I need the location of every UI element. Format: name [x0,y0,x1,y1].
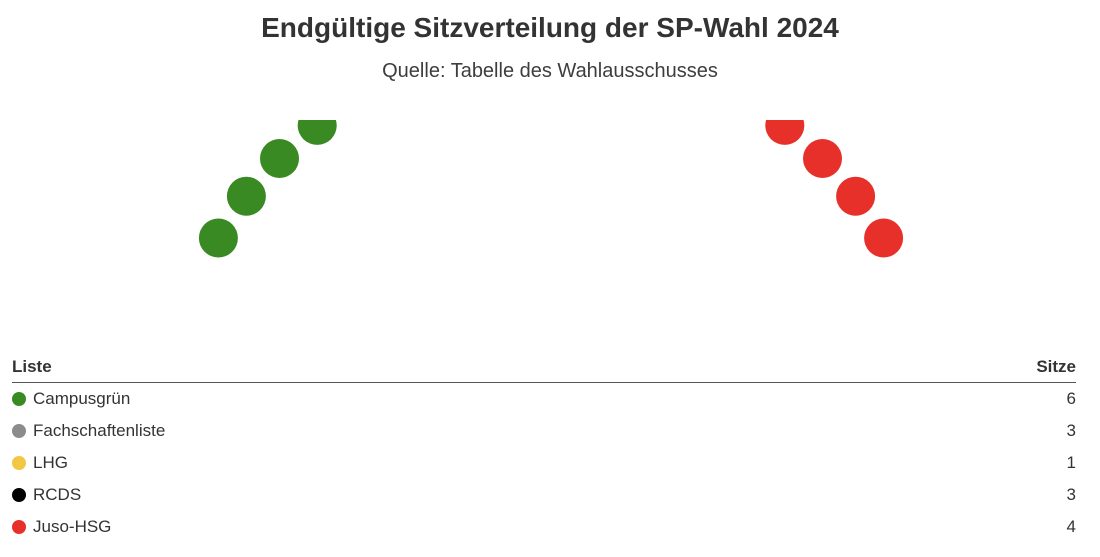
seat-count: 3 [1066,421,1076,440]
legend-swatch [12,424,26,438]
seat-marker [864,218,904,258]
seat-count: 1 [1066,453,1076,472]
chart-title: Endgültige Sitzverteilung der SP-Wahl 20… [261,12,839,43]
seat-marker [260,139,299,178]
seat-marker [765,120,805,145]
legend-swatch [12,392,26,406]
column-header-sitze: Sitze [1036,357,1076,376]
seat-marker [836,176,876,216]
chart-subtitle: Quelle: Tabelle des Wahlausschusses [382,60,718,82]
legend-row: Fachschaftenliste 3 [12,415,1076,447]
parliament-chart [198,120,904,258]
legend-label: RCDS [33,485,82,504]
legend-row: Campusgrün 6 [12,383,1076,415]
legend-label: Fachschaftenliste [33,421,166,440]
legend-swatch [12,488,26,502]
legend-row: Juso-HSG 4 [12,511,1076,543]
seat-table: Liste Sitze Campusgrün 6 Fachschaftenliste… [12,352,1076,543]
seat-marker [297,120,337,145]
column-header-liste: Liste [12,357,52,376]
seat-count: 6 [1066,389,1076,408]
seat-marker [198,218,238,258]
seat-marker [226,176,266,216]
seat-marker [803,139,842,178]
seat-count: 4 [1066,517,1076,536]
legend-row: LHG 1 [12,447,1076,479]
seat-table-header: Liste Sitze [12,352,1076,383]
legend-label: Campusgrün [33,389,131,408]
seat-count: 3 [1066,485,1076,504]
legend-row: RCDS 3 [12,479,1076,511]
legend-swatch [12,456,26,470]
seat-table-body: Campusgrün 6 Fachschaftenliste 3 LHG 1 RCDS 3 Ju… [12,383,1076,543]
legend-label: Juso-HSG [33,517,112,536]
legend-swatch [12,520,26,534]
legend-label: LHG [33,453,68,472]
